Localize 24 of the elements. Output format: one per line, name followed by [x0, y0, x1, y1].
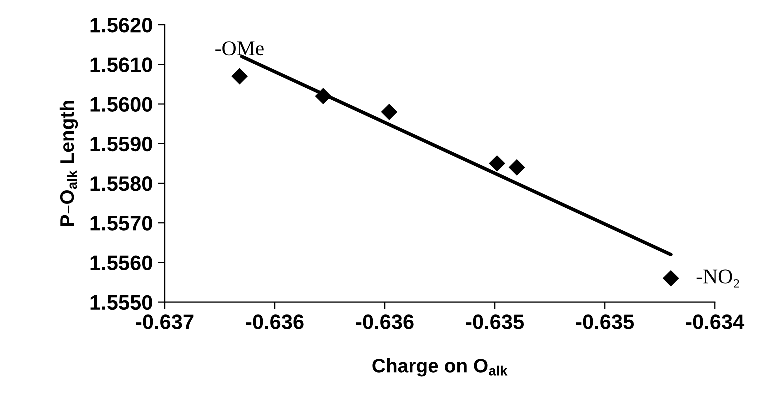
y-tick-label: 1.5570: [90, 216, 152, 231]
x-tick-label: -0.636: [246, 314, 304, 330]
x-tick-label: -0.634: [686, 314, 745, 330]
point: [489, 155, 506, 172]
y-tick-label: 1.5600: [90, 97, 152, 112]
annotation: -OMe: [216, 42, 264, 56]
x-axis-title: Charge on O$_{alk}$: [372, 358, 508, 377]
point: [662, 270, 680, 287]
y-tick-label: 1.5550: [90, 295, 152, 310]
y-tick-label: 1.5560: [90, 256, 152, 270]
x-tick-label: -0.635: [576, 314, 634, 330]
point: [315, 88, 332, 105]
x-tick-label: -0.636: [356, 314, 414, 330]
x-tick-label: -0.635: [466, 314, 524, 330]
y-axis-title: P–O$_{alk}$ Length: [60, 101, 78, 226]
y-tick-label: 1.5620: [90, 18, 152, 33]
y-tick-label: 1.5580: [90, 176, 152, 192]
y-tick-label: 1.5610: [90, 58, 152, 72]
point: [232, 68, 248, 85]
y-tick-label: 1.5590: [90, 136, 152, 152]
point: [508, 159, 526, 176]
annotation: -NO₂: [696, 270, 740, 288]
point: [381, 104, 398, 120]
x-tick-label: -0.637: [136, 314, 194, 330]
